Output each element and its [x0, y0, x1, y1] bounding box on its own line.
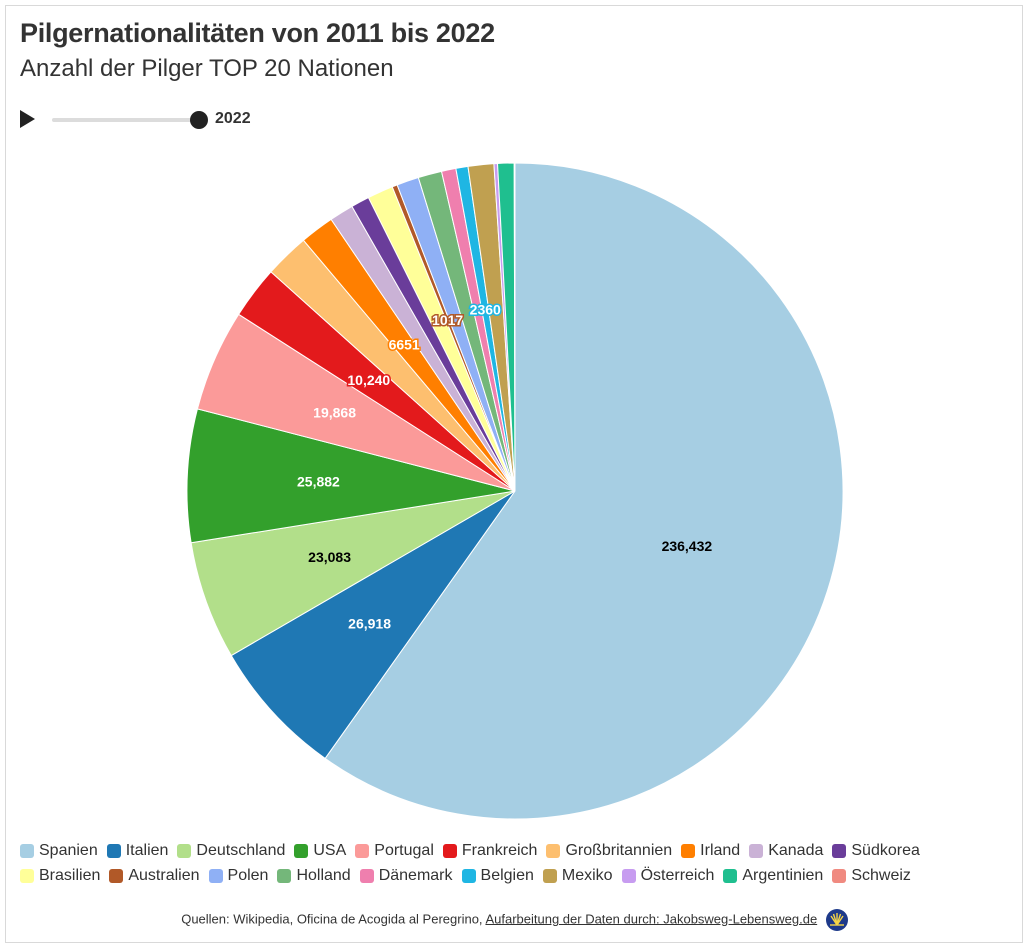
legend-swatch	[106, 844, 121, 858]
legend-swatch	[542, 869, 557, 883]
legend-item-belgien[interactable]: Belgien	[461, 865, 534, 887]
legend-swatch	[294, 844, 309, 858]
legend-label: Brasilien	[39, 867, 101, 884]
legend-swatch	[177, 844, 192, 858]
legend-label: USA	[313, 842, 347, 859]
legend-swatch	[20, 844, 34, 858]
timeline-year: 2022	[215, 110, 251, 127]
legend-label: Großbritannien	[565, 842, 673, 859]
legend-swatch	[109, 869, 124, 883]
legend-item-spanien[interactable]: Spanien	[20, 840, 98, 862]
legend-label: Südkorea	[851, 842, 920, 859]
legend-label: Polen	[227, 867, 269, 884]
legend-swatch	[277, 869, 292, 883]
legend-swatch	[461, 869, 476, 883]
legend-label: Kanada	[768, 842, 824, 859]
legend-item-österreich[interactable]: Österreich	[621, 865, 715, 887]
legend-item-dänemark[interactable]: Dänemark	[359, 865, 453, 887]
chart-title: Pilgernationalitäten von 2011 bis 2022	[20, 18, 495, 48]
play-icon[interactable]	[20, 110, 35, 128]
scallop-shell-icon	[825, 909, 848, 931]
legend-swatch	[723, 869, 738, 883]
chart-footer: Quellen: Wikipedia, Oficina de Acogida a…	[0, 908, 1030, 932]
legend-label: Italien	[125, 842, 169, 859]
legend-item-argentinien[interactable]: Argentinien	[723, 865, 823, 887]
legend-label: Argentinien	[742, 867, 824, 884]
pie-label-portugal: 19,868	[313, 404, 356, 420]
legend-swatch	[832, 869, 847, 883]
chart-subtitle: Anzahl der Pilger TOP 20 Nationen	[20, 55, 394, 82]
legend-swatch	[208, 869, 223, 883]
legend-label: Australien	[128, 867, 200, 884]
pie-chart: 236,432 26,918 23,083 25,882 19,868 10,240 665…	[186, 162, 844, 820]
legend-swatch	[681, 844, 696, 858]
legend-label: Irland	[700, 842, 741, 859]
legend-swatch	[359, 869, 374, 883]
pie-label-irland: 6651	[389, 337, 420, 353]
legend-label: Holland	[296, 867, 351, 884]
legend-label: Mexiko	[561, 867, 613, 884]
legend-item-italien[interactable]: Italien	[106, 840, 169, 862]
legend-item-holland[interactable]: Holland	[277, 865, 351, 887]
pie-label-deutschland: 23,083	[308, 549, 351, 565]
chart-legend: Spanien Italien Deutschland USA Portugal Fran…	[20, 840, 1010, 890]
legend-item-südkorea[interactable]: Südkorea	[832, 840, 920, 862]
timeline-slider[interactable]	[52, 118, 202, 122]
legend-swatch	[355, 844, 370, 858]
pie-slice-schweiz[interactable]	[513, 162, 516, 492]
pie-label-usa: 25,882	[297, 474, 340, 490]
legend-item-großbritannien[interactable]: Großbritannien	[546, 840, 672, 862]
legend-label: Frankreich	[461, 842, 538, 859]
legend-label: Belgien	[480, 867, 534, 884]
legend-swatch	[442, 844, 457, 858]
legend-swatch	[546, 844, 561, 858]
legend-label: Österreich	[640, 867, 715, 884]
legend-item-deutschland[interactable]: Deutschland	[177, 840, 285, 862]
pie-slice-spanien[interactable]	[324, 162, 844, 820]
pie-slice-usa[interactable]	[186, 408, 516, 544]
legend-item-irland[interactable]: Irland	[681, 840, 740, 862]
legend-swatch	[20, 869, 34, 883]
legend-item-portugal[interactable]: Portugal	[355, 840, 434, 862]
sources-text: Quellen: Wikipedia, Oficina de Acogida a…	[181, 911, 483, 927]
pie-label-italien: 26,918	[348, 616, 391, 632]
legend-swatch	[832, 844, 847, 858]
legend-label: Deutschland	[196, 842, 286, 859]
legend-item-usa[interactable]: USA	[294, 840, 346, 862]
legend-label: Schweiz	[851, 867, 911, 884]
legend-item-polen[interactable]: Polen	[208, 865, 269, 887]
legend-item-brasilien[interactable]: Brasilien	[20, 865, 100, 887]
legend-item-mexiko[interactable]: Mexiko	[542, 865, 613, 887]
legend-swatch	[749, 844, 764, 858]
source-link[interactable]: Aufarbeitung der Daten durch: Jakobsweg-…	[485, 911, 818, 927]
legend-label: Dänemark	[378, 867, 453, 884]
pie-slice-italien[interactable]	[230, 490, 516, 760]
legend-item-australien[interactable]: Australien	[109, 865, 200, 887]
timeline-slider-handle[interactable]	[190, 111, 208, 129]
legend-label: Portugal	[374, 842, 434, 859]
pie-label-belgien: 2360	[470, 302, 501, 318]
legend-item-frankreich[interactable]: Frankreich	[442, 840, 538, 862]
pie-label-australien: 1017	[432, 312, 463, 328]
pie-label-spanien: 236,432	[662, 538, 713, 554]
legend-label: Spanien	[39, 842, 98, 859]
legend-item-kanada[interactable]: Kanada	[749, 840, 823, 862]
legend-item-schweiz[interactable]: Schweiz	[832, 865, 911, 887]
pie-label-frankreich: 10,240	[347, 372, 390, 388]
legend-swatch	[621, 869, 636, 883]
